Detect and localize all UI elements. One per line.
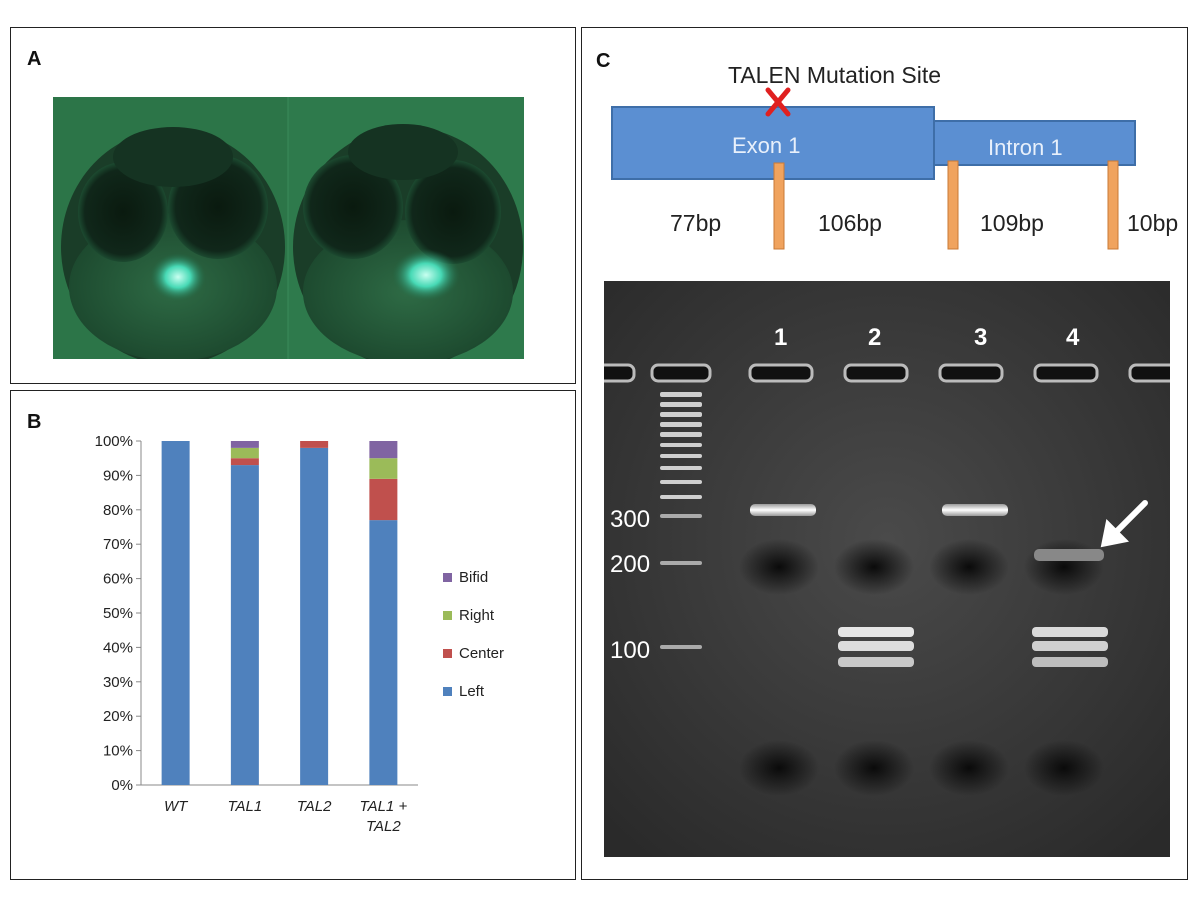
- ladder-label-300: 300: [610, 506, 650, 533]
- band-lane-3-300: [942, 504, 1008, 516]
- fragment-label-3: 109bp: [980, 210, 1044, 236]
- bar-segment-center: [230, 458, 259, 466]
- y-tick-label: 0%: [111, 777, 133, 794]
- mutation-cross-icon: [765, 87, 791, 117]
- bar-segment-bifid: [230, 441, 259, 448]
- legend-label-bifid: Bifid: [459, 569, 488, 586]
- y-tick-label: 70%: [103, 536, 133, 553]
- fragment-label-1: 77bp: [670, 210, 721, 236]
- y-tick-label: 20%: [103, 708, 133, 725]
- gel-wells: [604, 363, 1170, 383]
- bar-segment-left: [300, 447, 329, 785]
- band-lane-4-c: [1032, 657, 1108, 667]
- bar-segment-left: [369, 520, 398, 785]
- legend-label-left: Left: [459, 683, 485, 700]
- cut-site-marker-2: [947, 160, 959, 250]
- legend-swatch-left: [443, 687, 452, 696]
- arrow-icon: [1100, 500, 1148, 548]
- bar-segment-left: [161, 441, 190, 785]
- y-tick-label: 50%: [103, 605, 133, 622]
- y-tick-label: 60%: [103, 571, 133, 588]
- embryo-micrograph: [53, 97, 524, 359]
- fragment-label-4: 10bp: [1127, 210, 1178, 236]
- lane-label-4: 4: [1066, 324, 1080, 351]
- legend-swatch-center: [443, 649, 452, 658]
- panel-a: A: [10, 27, 576, 384]
- legend-label-center: Center: [459, 645, 504, 662]
- panel-b: B 0% 10% 20% 30% 40% 50% 60% 70% 80% 90% 100% WT TAL…: [10, 390, 576, 880]
- y-tick-label: 40%: [103, 639, 133, 656]
- band-lane-4-b: [1032, 641, 1108, 651]
- x-tick-label: TAL1 +: [360, 798, 408, 815]
- cut-site-marker-1: [773, 162, 785, 250]
- panel-c: C TALEN Mutation Site Exon 1 Intron 1 77…: [581, 27, 1188, 880]
- band-lane-4-a: [1032, 627, 1108, 637]
- mutation-site-title: TALEN Mutation Site: [728, 62, 941, 88]
- y-tick-label: 30%: [103, 674, 133, 691]
- bar-segment-right: [369, 458, 398, 479]
- band-lane-2-b: [838, 641, 914, 651]
- y-tick-label: 100%: [95, 433, 133, 450]
- bar-segment-bifid: [369, 441, 398, 459]
- lane-label-2: 2: [868, 324, 881, 351]
- cut-site-marker-3: [1107, 160, 1119, 250]
- bar-segment-center: [300, 441, 329, 448]
- y-tick-label: 90%: [103, 467, 133, 484]
- legend-swatch-bifid: [443, 573, 452, 582]
- band-lane-4-200: [1034, 549, 1104, 561]
- legend-label-right: Right: [459, 607, 495, 624]
- bar-segment-center: [369, 478, 398, 521]
- x-tick-label: TAL2: [366, 818, 401, 835]
- intron-1-label: Intron 1: [988, 135, 1063, 160]
- gene-diagram: TALEN Mutation Site Exon 1 Intron 1 77bp…: [611, 62, 1178, 250]
- panel-a-label: A: [27, 48, 42, 70]
- agarose-gel-image: 300 200 100 1 2 3 4: [604, 281, 1170, 857]
- band-lane-1-300: [750, 504, 816, 516]
- ladder-label-200: 200: [610, 551, 650, 578]
- lane-label-1: 1: [774, 324, 787, 351]
- handedness-stacked-bar-chart: 0% 10% 20% 30% 40% 50% 60% 70% 80% 90% 100% WT TAL1 T…: [95, 433, 504, 835]
- x-tick-label: TAL1: [228, 798, 263, 815]
- legend-swatch-right: [443, 611, 452, 620]
- band-lane-2-a: [838, 627, 914, 637]
- dna-ladder: [660, 392, 702, 649]
- y-tick-label: 80%: [103, 502, 133, 519]
- band-lane-2-c: [838, 657, 914, 667]
- bar-segment-left: [230, 465, 259, 785]
- y-tick-label: 10%: [103, 743, 133, 760]
- lane-label-3: 3: [974, 324, 987, 351]
- exon-1-label: Exon 1: [732, 133, 801, 158]
- panel-c-label: C: [596, 50, 611, 72]
- x-tick-label: WT: [164, 798, 189, 815]
- x-tick-label: TAL2: [297, 798, 332, 815]
- intron-1-box: [933, 120, 1136, 166]
- fragment-label-2: 106bp: [818, 210, 882, 236]
- exon-1-box: [611, 106, 935, 180]
- panel-b-label: B: [27, 411, 42, 433]
- bar-segment-right: [230, 447, 259, 459]
- ladder-label-100: 100: [610, 637, 650, 664]
